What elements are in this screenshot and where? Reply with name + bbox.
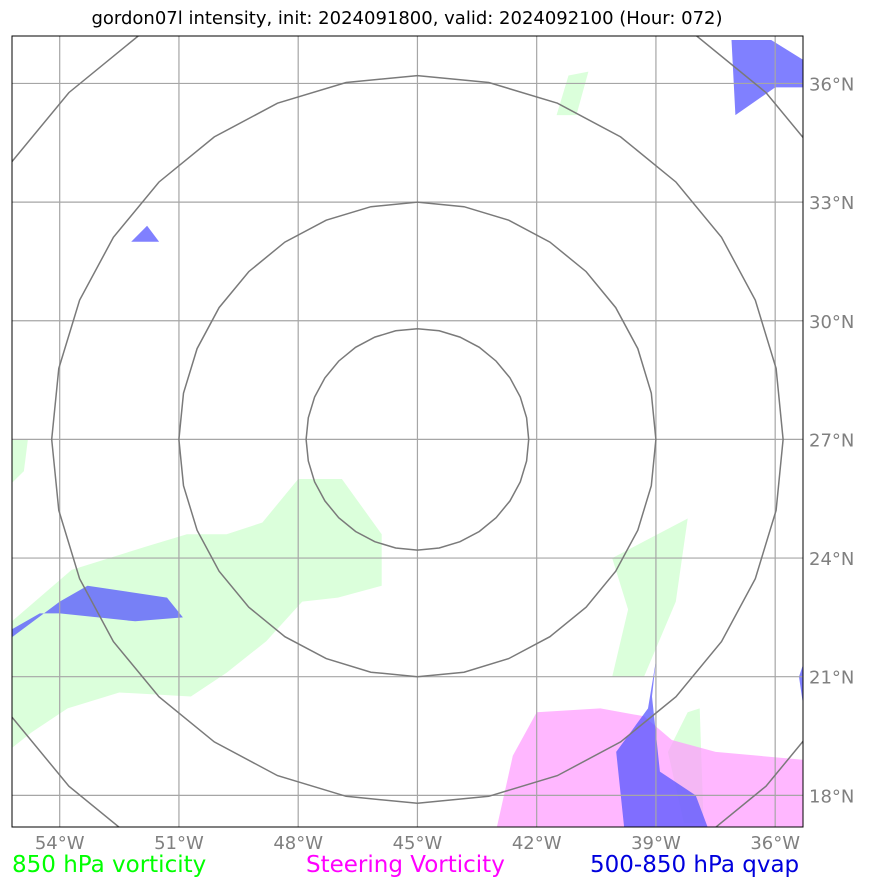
field-2-region-4 <box>799 664 803 705</box>
legend-qvap: 500-850 hPa qvap <box>590 852 800 878</box>
x-tick-label-2: 48°W <box>273 833 323 854</box>
plot-frame <box>11 35 804 828</box>
field-2-region-1 <box>731 40 803 116</box>
x-tick-label-0: 54°W <box>35 833 85 854</box>
range-ring-0 <box>305 327 530 551</box>
y-tick-label-1: 33°N <box>809 193 854 214</box>
field-0-region-3 <box>612 518 688 677</box>
field-0-region-1 <box>12 439 28 483</box>
y-tick-label-3: 27°N <box>809 430 854 451</box>
y-tick-label-5: 21°N <box>809 668 854 689</box>
x-tick-label-1: 51°W <box>154 833 204 854</box>
y-tick-label-0: 36°N <box>809 74 854 95</box>
x-tick-label-6: 36°W <box>750 833 800 854</box>
y-tick-label-2: 30°N <box>809 312 854 333</box>
range-ring-1 <box>178 201 657 678</box>
y-tick-label-6: 18°N <box>809 786 854 807</box>
x-tick-labels: 54°W 51°W 48°W 45°W 42°W 39°W 36°W <box>35 833 800 854</box>
y-tick-label-4: 24°N <box>809 549 854 570</box>
legend-850-vorticity: 850 hPa vorticity <box>12 852 207 878</box>
x-tick-label-4: 42°W <box>512 833 562 854</box>
range-ring-2 <box>50 74 784 805</box>
y-tick-labels: 36°N 33°N 30°N 27°N 24°N 21°N 18°N <box>809 74 854 807</box>
field-0-region-0 <box>12 479 382 748</box>
x-tick-label-5: 39°W <box>631 833 681 854</box>
field-2-region-2 <box>131 225 160 242</box>
chart-title: gordon07l intensity, init: 2024091800, v… <box>91 8 723 29</box>
field-0-region-2 <box>556 71 589 116</box>
field-2-region-3 <box>616 660 708 827</box>
field-contours <box>12 40 803 827</box>
gridlines <box>12 36 803 827</box>
x-tick-label-3: 45°W <box>393 833 443 854</box>
legend-steering-vorticity: Steering Vorticity <box>306 852 505 878</box>
